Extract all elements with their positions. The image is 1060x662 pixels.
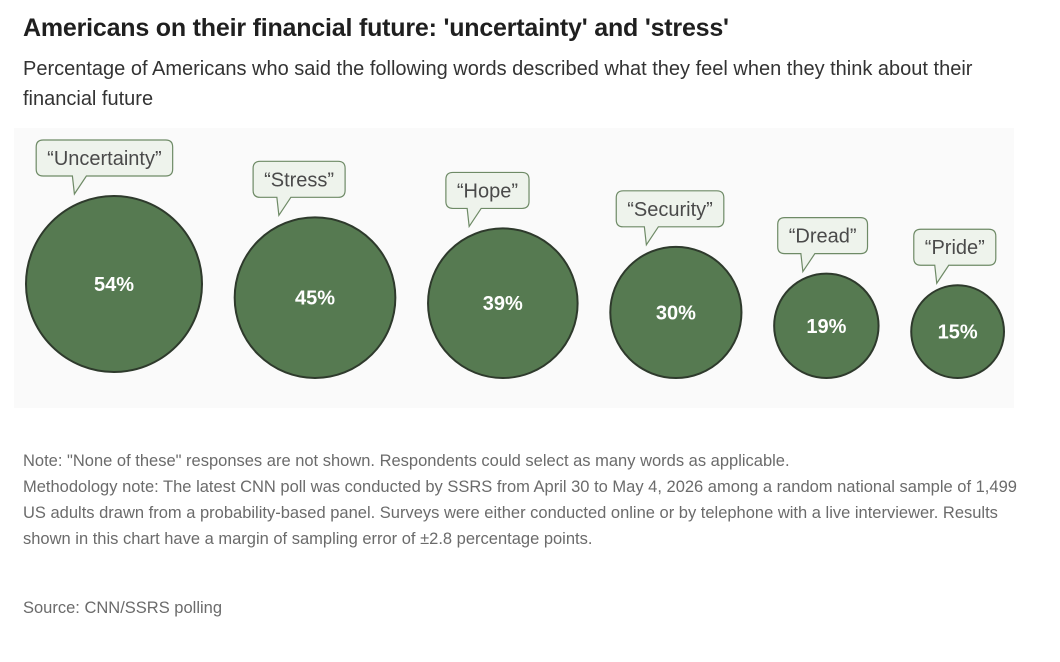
bubble: [609, 245, 743, 379]
category-label: “Hope”: [457, 180, 518, 202]
value-label: 19%: [806, 316, 846, 338]
value-label: 15%: [938, 322, 978, 344]
note-text: Note: "None of these" responses are not …: [23, 452, 790, 470]
bubble: [233, 216, 397, 379]
bubble-group: 30% “Security”: [609, 190, 743, 379]
value-label: 54%: [94, 274, 134, 296]
bubble-group: 39% “Hope”: [427, 171, 579, 380]
callout-box: [445, 171, 530, 229]
category-label: “Dread”: [789, 226, 857, 248]
page-subtitle: Percentage of Americans who said the fol…: [23, 58, 973, 110]
value-label: 30%: [656, 302, 696, 324]
bubble: [427, 227, 579, 380]
category-label: “Pride”: [925, 237, 985, 259]
bubble-group: 54% “Uncertainty”: [25, 139, 203, 373]
bubble-group: 15% “Pride”: [910, 228, 1006, 380]
callout-box: [777, 217, 869, 274]
bubble-group: 45% “Stress”: [233, 160, 397, 379]
category-label: “Uncertainty”: [47, 148, 161, 170]
bubble-chart: 54% “Uncertainty” 45% “Stress” 39% “Hope” 30% “…: [25, 139, 1006, 380]
callout-box: [615, 190, 725, 247]
callout-box: [252, 160, 346, 218]
callout-box: [35, 139, 174, 196]
value-label: 45%: [295, 288, 335, 310]
bubble-group: 19% “Dread”: [773, 217, 880, 380]
source-text: Source: CNN/SSRS polling: [23, 599, 222, 617]
callout-box: [913, 228, 997, 285]
chart-notes: Note: "None of these" responses are not …: [23, 448, 1023, 552]
methodology-text: Methodology note: The latest CNN poll wa…: [23, 478, 1017, 548]
bubble: [25, 195, 203, 373]
category-label: “Stress”: [264, 169, 334, 191]
bubble: [910, 284, 1006, 380]
value-label: 39%: [483, 293, 523, 315]
page-title: Americans on their financial future: 'un…: [23, 14, 729, 42]
category-label: “Security”: [627, 199, 713, 221]
bubble: [773, 272, 880, 380]
